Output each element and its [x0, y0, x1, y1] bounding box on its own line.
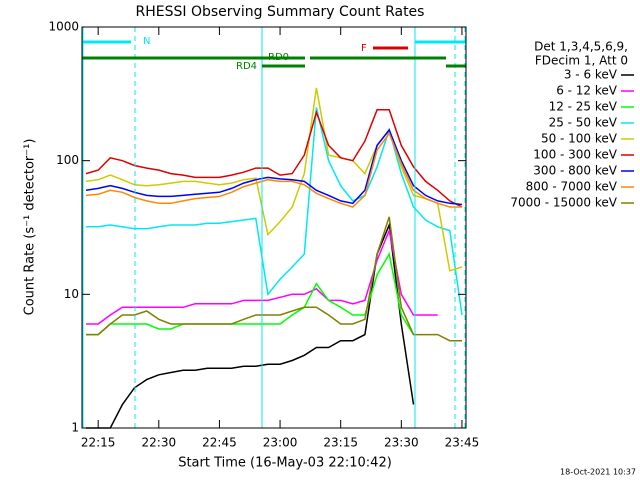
series-line: [85, 109, 463, 208]
legend-label: 25 - 50 keV: [549, 116, 618, 130]
annotation: F: [361, 43, 367, 54]
plot-frame: [81, 26, 467, 429]
x-tick-label: 22:45: [202, 436, 237, 450]
series-line: [86, 222, 415, 429]
annotation: RD0: [268, 52, 289, 63]
legend-label: 800 - 7000 keV: [526, 180, 618, 194]
series-line: [86, 252, 415, 336]
y-tick-label: 100: [56, 153, 79, 167]
x-axis-label: Start Time (16-May-03 22:10:42): [178, 456, 392, 471]
y-tick-label: 1: [71, 421, 79, 435]
legend-header: FDecim 1, Att 0: [535, 54, 628, 68]
x-tick-label: 23:30: [384, 436, 419, 450]
legend-label: 6 - 12 keV: [556, 84, 618, 98]
legend-label: 7000 - 15000 keV: [510, 196, 617, 210]
x-tick-label: 23:45: [445, 436, 480, 450]
annotation: N: [143, 36, 150, 47]
series-line: [86, 107, 463, 316]
legend-label: 300 - 800 keV: [533, 164, 617, 178]
series-line: [85, 131, 462, 208]
x-tick-label: 22:30: [142, 436, 177, 450]
x-tick-label: 22:15: [81, 436, 116, 450]
annotation: RD4: [236, 61, 257, 72]
chart-title: RHESSI Observing Summary Count Rates: [136, 4, 425, 20]
y-axis-label: Count Rate (s⁻¹ detector⁻¹): [23, 139, 38, 316]
footer: 18-Oct-2021 10:37: [560, 468, 636, 477]
y-tick-label: 1000: [48, 20, 79, 34]
legend-label: 100 - 300 keV: [533, 148, 617, 162]
x-tick-label: 23:00: [263, 436, 298, 450]
state-markers: [82, 27, 466, 428]
series-line: [85, 87, 463, 272]
series-line: [86, 216, 462, 342]
x-tick-label: 23:15: [323, 436, 358, 450]
legend-label: 3 - 6 keV: [564, 68, 618, 82]
y-tick-label: 10: [64, 287, 79, 301]
legend-header: Det 1,3,4,5,6,9,: [534, 40, 628, 54]
legend-label: 12 - 25 keV: [549, 100, 618, 114]
plot-area: [85, 87, 463, 429]
series-line: [85, 128, 463, 206]
legend-label: 50 - 100 keV: [541, 132, 618, 146]
